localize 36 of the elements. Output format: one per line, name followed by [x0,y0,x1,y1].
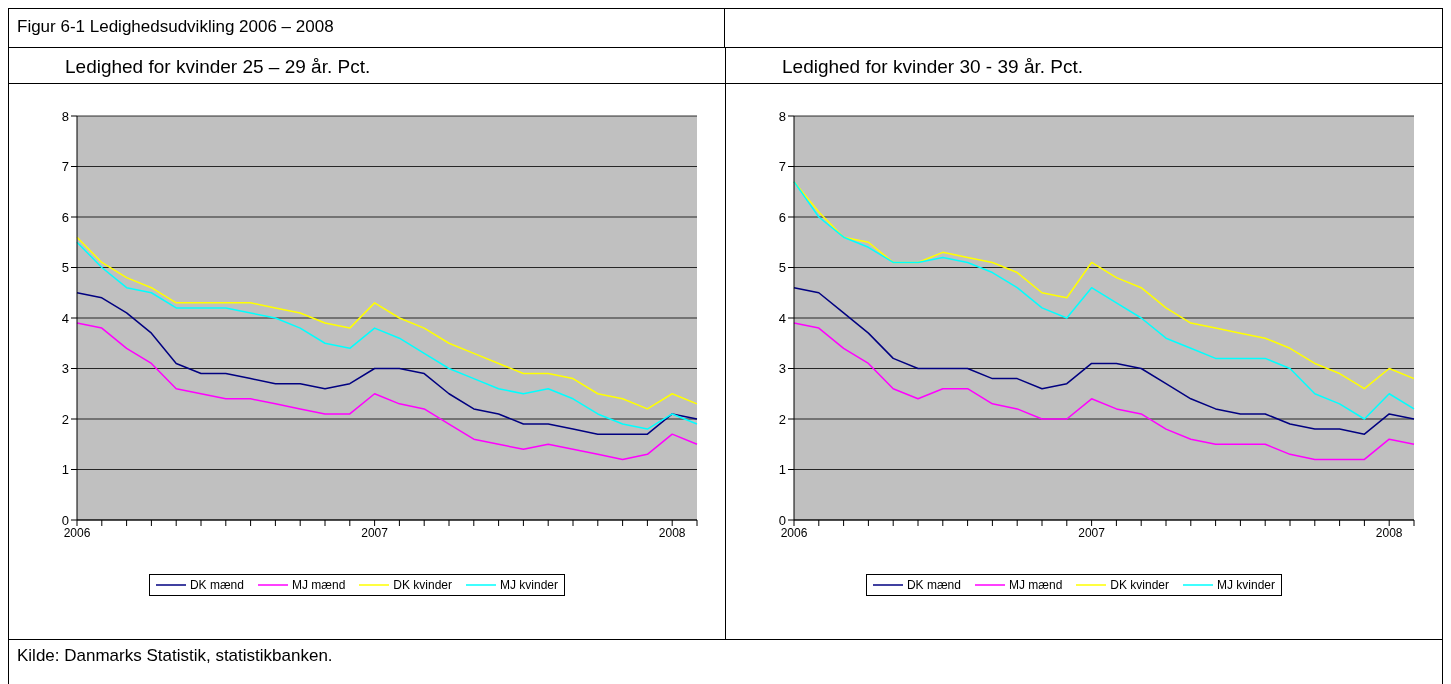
y-tick-label: 4 [61,310,69,326]
chart-title: Ledighed for kvinder 30 - 39 år. Pct. [726,48,1442,84]
legend-label: MJ mænd [1008,578,1063,592]
y-tick-label: 6 [61,209,69,225]
y-tick-label: 1 [778,462,786,478]
text: Figur 6-1 Ledighedsudvikling 2006 – 2008 [9,9,725,47]
text: Kilde: Danmarks Statistik, statistikbanken. [17,646,334,666]
y-tick-label: 2 [61,411,69,427]
legend-label: DK kvinder [1109,578,1170,592]
y-tick-label: 1 [61,462,69,478]
y-tick-label: 8 [61,108,69,124]
y-tick-label: 4 [778,310,786,326]
x-tick-label: 2006 [780,525,808,540]
legend-label: DK kvinder [392,578,453,592]
y-tick-label: 3 [61,361,69,377]
chart-title: Ledighed for kvinder 25 – 29 år. Pct. [9,48,725,84]
y-tick-label: 0 [61,512,69,528]
legend-label: MJ kvinder [499,578,559,592]
y-tick-label: 7 [61,159,69,175]
y-tick-label: 5 [61,260,69,276]
legend-label: DK mænd [905,578,961,592]
x-tick-label: 2008 [658,525,686,540]
y-tick-label: 0 [778,512,786,528]
legend-label: DK mænd [188,578,244,592]
y-tick-label: 6 [778,209,786,225]
y-tick-label: 3 [778,361,786,377]
x-tick-label: 2006 [63,525,91,540]
y-tick-label: 8 [778,108,786,124]
y-tick-label: 7 [778,159,786,175]
y-tick-label: 2 [778,411,786,427]
y-tick-label: 5 [778,260,786,276]
x-tick-label: 2007 [361,525,389,540]
x-tick-label: 2007 [1078,525,1106,540]
x-tick-label: 2008 [1375,525,1403,540]
legend-label: MJ kvinder [1216,578,1276,592]
legend-label: MJ mænd [291,578,346,592]
